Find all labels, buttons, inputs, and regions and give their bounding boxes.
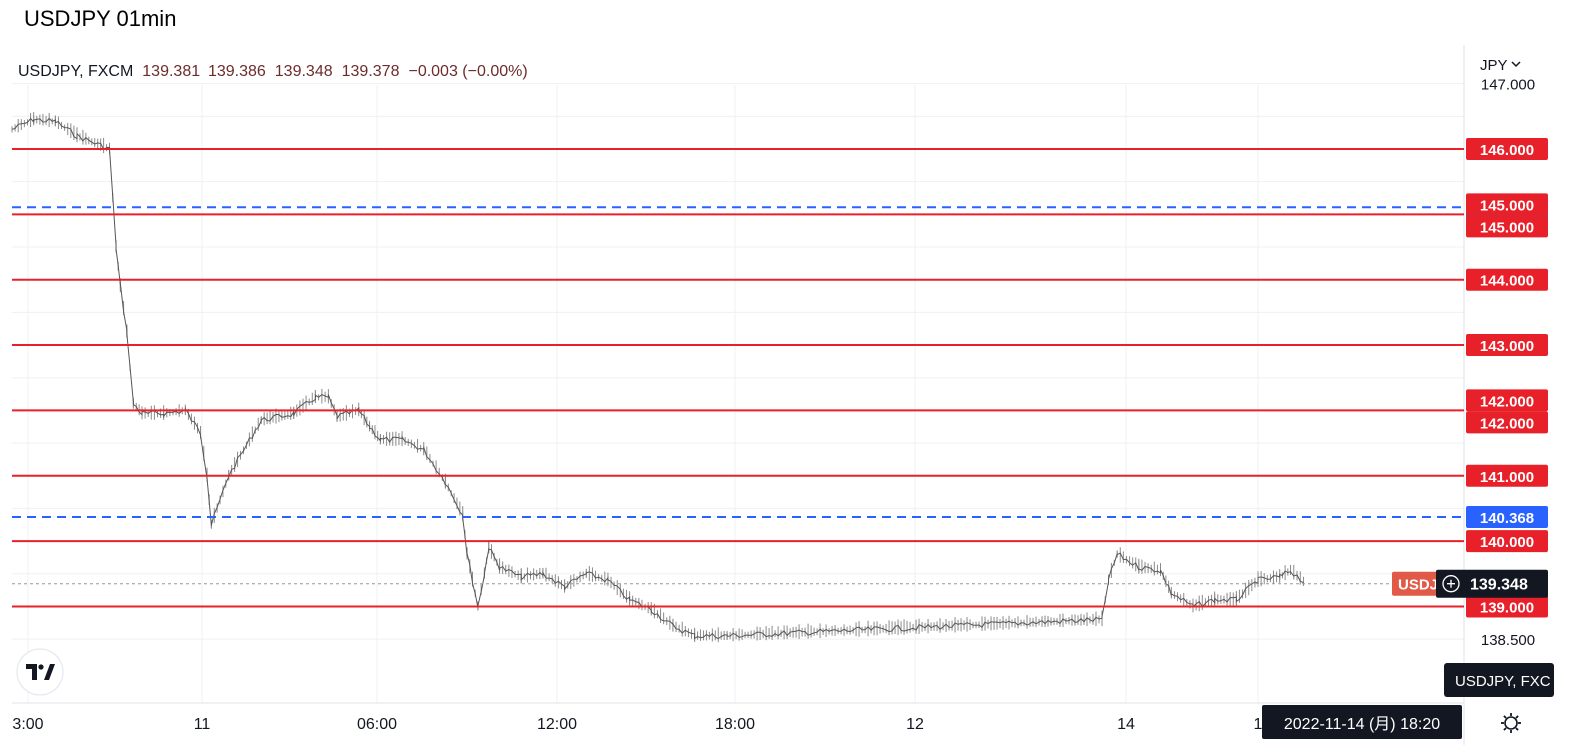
logo-mark-dot (38, 664, 44, 670)
label-text: 145.000 (1480, 197, 1534, 214)
price-line-label: 142.000 (1466, 411, 1548, 434)
label-bg (1466, 530, 1548, 553)
legend-value: USDJPY, FXCM (18, 63, 133, 80)
price-tag-bg (1436, 569, 1548, 598)
label-text: 140.368 (1480, 510, 1534, 527)
gear-ring (1504, 716, 1518, 730)
tooltip-bg (1444, 663, 1554, 697)
legend-value: −0.003 (−0.00%) (408, 63, 527, 80)
x-tick-label: 06:00 (357, 716, 397, 733)
symbol-tag-bg (1392, 571, 1440, 596)
label-bg (1466, 268, 1548, 291)
price-series (11, 112, 1305, 643)
grid (12, 83, 1464, 703)
chevron-down-icon (1511, 61, 1521, 68)
price-line-label: 142.000 (1466, 389, 1548, 412)
horizontal-lines: 146.000145.108145.000145.000144.000143.0… (12, 138, 1548, 618)
label-bg (1466, 411, 1548, 434)
gear-tooth (1515, 715, 1519, 719)
current-price-text: 139.348 (1470, 577, 1528, 594)
page-title: USDJPY 01min (24, 6, 177, 31)
label-bg (1466, 464, 1548, 487)
logo-mark-t (26, 664, 37, 680)
price-line (11, 117, 1304, 640)
gear-tooth (1503, 727, 1507, 731)
ohlc-legend: USDJPY, FXCM 139.381 139.386 139.348 139.378… (18, 63, 528, 80)
currency-label: JPY (1480, 57, 1508, 74)
label-bg (1466, 595, 1548, 618)
label-bg (1466, 506, 1548, 529)
current-price-tag[interactable]: 139.348 (1436, 569, 1548, 598)
x-tick-label: 11 (194, 716, 211, 733)
legend-value: 139.386 (208, 63, 266, 80)
price-line-label: 146.000 (1466, 138, 1548, 160)
x-tick-label: 1 (1254, 716, 1263, 733)
gear-tooth (1515, 727, 1519, 731)
label-text: 142.000 (1480, 415, 1534, 432)
label-bg (1466, 193, 1548, 216)
x-tick-label: 14 (1117, 716, 1135, 733)
x-tick-label: 12:00 (537, 716, 577, 733)
label-bg (1466, 389, 1548, 412)
label-text: 141.000 (1480, 469, 1534, 486)
price-line-label: 141.000 (1466, 464, 1548, 487)
symbol-tag: USDJ (1392, 571, 1440, 596)
gear-tooth (1503, 715, 1507, 719)
price-line-label: 143.000 (1466, 334, 1548, 357)
legend-value: 139.348 (275, 63, 333, 80)
label-text: 144.000 (1480, 273, 1534, 290)
label-bg (1466, 334, 1548, 357)
time-tooltip-bg (1262, 705, 1462, 739)
settings-gear-icon[interactable] (1501, 713, 1521, 733)
add-alert-icon[interactable] (1442, 575, 1460, 593)
plus-icon (1447, 579, 1455, 588)
price-line-label: 139.000 (1466, 595, 1548, 618)
x-tick-label: 3:00 (12, 716, 43, 733)
x-tick-label: 18:00 (715, 716, 755, 733)
label-text: 142.000 (1480, 393, 1534, 410)
label-text: 145.000 (1480, 219, 1534, 236)
logo-circle (16, 648, 64, 696)
y-tick-label: 138.500 (1481, 632, 1535, 649)
y-tick-label: 147.000 (1481, 77, 1535, 94)
price-line-label: 144.000 (1466, 268, 1548, 291)
label-text: 143.000 (1480, 338, 1534, 355)
legend-value: 139.378 (342, 63, 400, 80)
label-text: 146.000 (1480, 142, 1534, 159)
logo-mark-v (44, 664, 55, 680)
crosshair-tooltip: USDJPY, FXC (1444, 663, 1554, 697)
label-bg (1466, 138, 1548, 160)
tradingview-logo[interactable] (16, 648, 64, 696)
currency-dropdown[interactable]: JPY (1480, 57, 1521, 74)
time-tooltip-text: 2022-11-14 (月) 18:20 (1284, 716, 1440, 733)
symbol-tag-text: USDJ (1398, 577, 1438, 594)
label-bg (1466, 215, 1548, 238)
label-text: 139.000 (1480, 599, 1534, 616)
legend-value: 139.381 (142, 63, 200, 80)
label-text: 140.000 (1480, 534, 1534, 551)
price-line-label: 140.000 (1466, 530, 1548, 553)
price-line-label: 145.000 (1466, 215, 1548, 238)
time-tooltip: 2022-11-14 (月) 18:20 (1262, 705, 1462, 739)
tooltip-text: USDJPY, FXC (1455, 673, 1551, 690)
price-line-label: 140.368 (1466, 506, 1548, 529)
x-tick-label: 12 (906, 716, 924, 733)
price-line-label: 145.000 (1466, 193, 1548, 216)
